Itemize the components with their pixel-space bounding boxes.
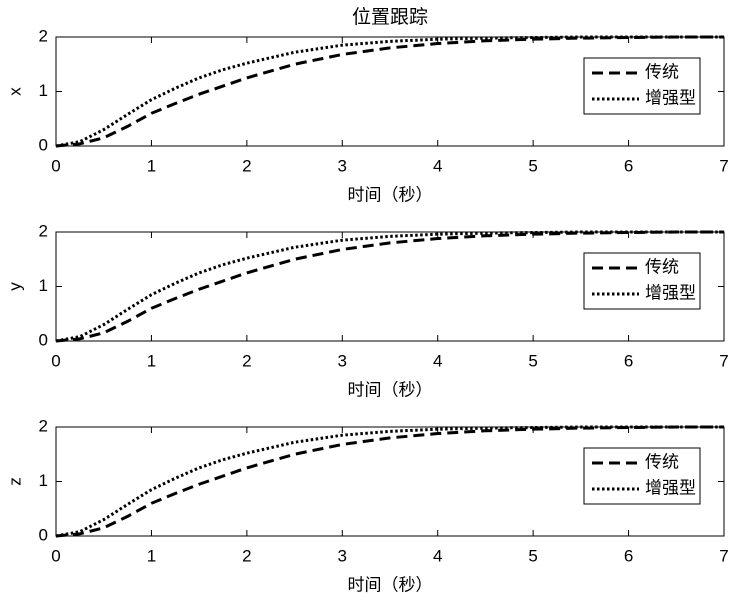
legend-label: 传统 bbox=[645, 452, 679, 471]
x-axis-label: 时间（秒） bbox=[348, 380, 433, 399]
y-tick-label: 2 bbox=[39, 416, 48, 435]
x-tick-label: 6 bbox=[624, 546, 633, 565]
legend-label: 传统 bbox=[645, 62, 679, 81]
y-tick-label: 0 bbox=[39, 525, 48, 544]
x-tick-label: 2 bbox=[242, 546, 251, 565]
x-tick-label: 1 bbox=[147, 156, 156, 175]
y-axis-label: x bbox=[5, 87, 24, 96]
x-tick-label: 7 bbox=[719, 546, 728, 565]
x-tick-label: 2 bbox=[242, 351, 251, 370]
x-axis-label: 时间（秒） bbox=[348, 575, 433, 594]
y-tick-label: 1 bbox=[39, 471, 48, 490]
y-axis-label: z bbox=[5, 477, 24, 486]
x-tick-label: 0 bbox=[51, 546, 60, 565]
x-tick-label: 4 bbox=[433, 156, 442, 175]
x-tick-label: 0 bbox=[51, 156, 60, 175]
y-tick-label: 1 bbox=[39, 81, 48, 100]
x-tick-label: 5 bbox=[528, 546, 537, 565]
x-tick-label: 5 bbox=[528, 156, 537, 175]
x-tick-label: 2 bbox=[242, 156, 251, 175]
x-tick-label: 7 bbox=[719, 156, 728, 175]
x-tick-label: 4 bbox=[433, 546, 442, 565]
x-axis-label: 时间（秒） bbox=[348, 185, 433, 204]
legend-label: 增强型 bbox=[645, 88, 696, 107]
x-tick-label: 3 bbox=[338, 351, 347, 370]
y-tick-label: 0 bbox=[39, 330, 48, 349]
x-tick-label: 6 bbox=[624, 156, 633, 175]
y-tick-label: 2 bbox=[39, 26, 48, 45]
y-tick-label: 1 bbox=[39, 276, 48, 295]
x-tick-label: 3 bbox=[338, 546, 347, 565]
legend-label: 传统 bbox=[645, 257, 679, 276]
chart-title: 位置跟踪 bbox=[352, 6, 428, 28]
y-axis-label: y bbox=[5, 282, 24, 291]
x-tick-label: 1 bbox=[147, 546, 156, 565]
x-tick-label: 3 bbox=[338, 156, 347, 175]
x-tick-label: 6 bbox=[624, 351, 633, 370]
x-tick-label: 5 bbox=[528, 351, 537, 370]
y-tick-label: 0 bbox=[39, 135, 48, 154]
x-tick-label: 0 bbox=[51, 351, 60, 370]
x-tick-label: 4 bbox=[433, 351, 442, 370]
x-tick-label: 1 bbox=[147, 351, 156, 370]
y-tick-label: 2 bbox=[39, 221, 48, 240]
legend-label: 增强型 bbox=[645, 283, 696, 302]
legend-label: 增强型 bbox=[645, 478, 696, 497]
x-tick-label: 7 bbox=[719, 351, 728, 370]
